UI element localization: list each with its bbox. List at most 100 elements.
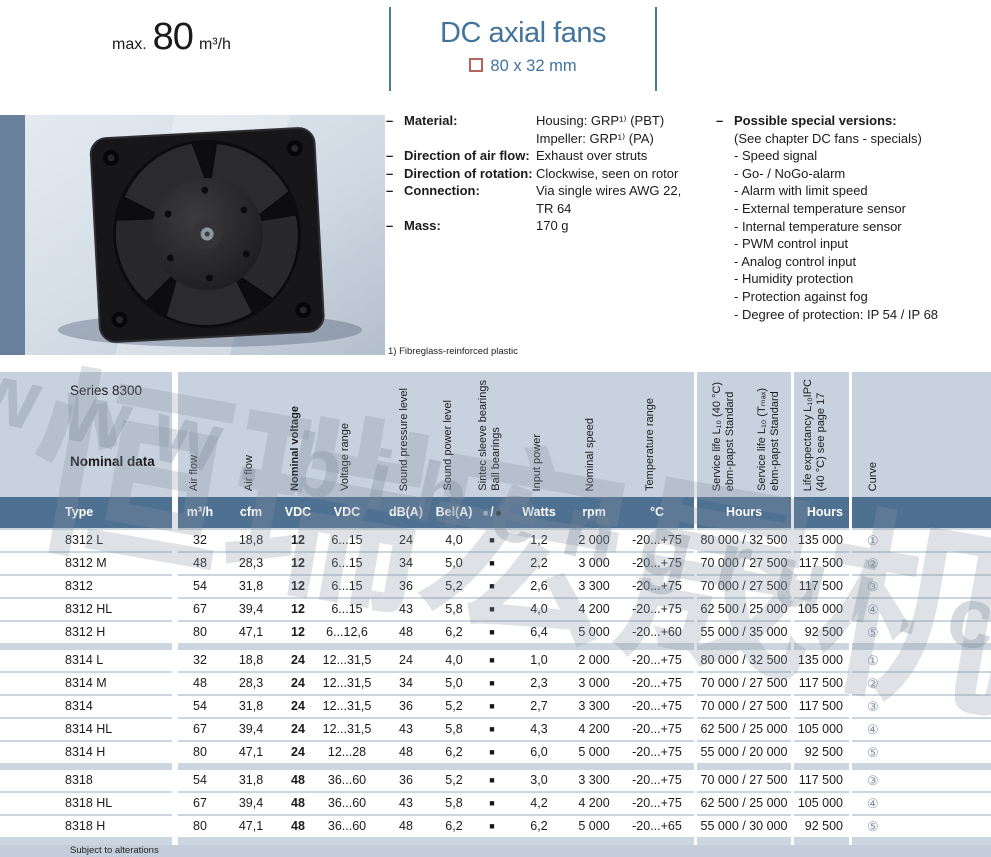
- cell-cfm: 31,8: [238, 579, 264, 593]
- column-header-sound-pressure: Sound pressure level: [398, 387, 410, 491]
- footer-strip: Subject to alterations: [0, 845, 991, 857]
- nominal-data-label: Nominal data: [70, 454, 155, 469]
- cell-vdc: 48: [291, 819, 305, 833]
- special-versions-title: Possible special versions:: [734, 113, 897, 128]
- cell-temp: -20...+65: [632, 819, 682, 833]
- cell-vdc: 48: [291, 773, 305, 787]
- cell-life: 117 500: [798, 579, 843, 593]
- special-version-item: - External temperature sensor: [734, 200, 906, 216]
- spec-value: Housing: GRP¹⁾ (PBT) Impeller: GRP¹⁾ (PA…: [536, 112, 704, 147]
- cell-bearing: ■: [489, 604, 495, 614]
- cell-life: 117 500: [798, 676, 843, 690]
- cell-cfm: 28,3: [238, 676, 264, 690]
- special-version-item: - Degree of protection: IP 54 / IP 68: [734, 306, 939, 322]
- cell-vdc: 12: [291, 625, 305, 639]
- unit-curve: [852, 497, 991, 528]
- dash-bullet: –: [386, 165, 394, 181]
- cell-type: 8314 HL: [65, 722, 113, 736]
- spec-value-line: Housing: GRP¹⁾ (PBT): [536, 113, 665, 128]
- cell-dba: 24: [399, 533, 413, 547]
- dash-bullet: –: [386, 218, 394, 233]
- cell-type: 8318 HL: [65, 796, 113, 810]
- column-header-bearings: Sintec sleeve bearings Ball bearings: [477, 380, 502, 491]
- cell-vdc: 24: [291, 653, 305, 667]
- cell-temp: -20...+75: [632, 745, 682, 759]
- dash-bullet: –: [716, 113, 724, 128]
- cell-dba: 34: [399, 556, 413, 570]
- cell-dba: 24: [399, 653, 413, 667]
- sleeve-bearing-square-icon: ■: [482, 508, 489, 518]
- cell-dba: 36: [399, 579, 413, 593]
- cell-type: 8318: [65, 773, 93, 787]
- cell-service: 55 000 / 30 000: [700, 819, 788, 833]
- cell-dba: 36: [399, 699, 413, 713]
- cell-curve: ②: [867, 556, 879, 571]
- cell-range: 6...15: [331, 602, 363, 616]
- special-version-item: - Analog control input: [734, 253, 857, 269]
- cell-rpm: 2 000: [578, 533, 610, 547]
- cell-rpm: 5 000: [578, 819, 610, 833]
- cell-dba: 36: [399, 773, 413, 787]
- spec-label: Connection:: [404, 183, 480, 198]
- unit-bearing-legend: ■ / ■: [474, 497, 510, 528]
- cell-cfm: 39,4: [238, 722, 264, 736]
- cell-bela: 6,2: [445, 625, 463, 639]
- cell-range: 36...60: [327, 773, 367, 787]
- nominal-data-table: Series 8300 Nominal data Air flow Air fl…: [0, 372, 991, 857]
- title-block: DC axial fans 80 x 32 mm: [389, 7, 657, 91]
- cell-bela: 5,8: [445, 796, 463, 810]
- cell-bela: 5,2: [445, 773, 463, 787]
- cell-vdc: 24: [291, 722, 305, 736]
- cell-range: 12...31,5: [322, 699, 372, 713]
- cell-watts: 6,4: [530, 625, 548, 639]
- cell-rpm: 4 200: [578, 796, 610, 810]
- footnote: 1) Fibreglass-reinforced plastic: [388, 346, 518, 357]
- cell-m3h: 80: [193, 819, 207, 833]
- cell-curve: ③: [867, 579, 879, 594]
- cell-bearing: ■: [489, 581, 495, 591]
- cell-type: 8312 HL: [65, 602, 113, 616]
- cell-bearing: ■: [489, 701, 495, 711]
- fan-product-photo: [25, 115, 385, 355]
- table-row: 8312 M 48 28,3 12 6...15 34 5,0 ■ 2,2 3 000 -20...…: [0, 553, 991, 574]
- column-header-nominal-speed: Nominal speed: [584, 417, 596, 491]
- cell-curve: ④: [867, 722, 879, 737]
- cell-watts: 4,3: [530, 722, 548, 736]
- cell-range: 6...15: [331, 556, 363, 570]
- cell-service: 70 000 / 27 500: [700, 676, 788, 690]
- cell-watts: 2,6: [530, 579, 548, 593]
- cell-curve: ③: [867, 699, 879, 714]
- cell-dba: 43: [399, 722, 413, 736]
- special-version-item: - Speed signal: [734, 148, 818, 164]
- table-row: 8318 54 31,8 48 36...60 36 5,2 ■ 3,0 3 300 -20...+…: [0, 770, 991, 791]
- cell-rpm: 3 300: [578, 579, 610, 593]
- cell-type: 8314 M: [65, 676, 107, 690]
- cell-dba: 48: [399, 745, 413, 759]
- spec-label: Material:: [404, 113, 458, 128]
- spec-material: – Material: Housing: GRP¹⁾ (PBT) Impelle…: [386, 112, 704, 147]
- cell-bearing: ■: [489, 627, 495, 637]
- cell-watts: 3,0: [530, 773, 548, 787]
- dash-bullet: –: [386, 148, 394, 163]
- cell-watts: 1,2: [530, 533, 548, 547]
- cell-rpm: 2 000: [578, 653, 610, 667]
- cell-curve: ③: [867, 773, 879, 788]
- table-row: 8314 54 31,8 24 12...31,5 36 5,2 ■ 2,7 3 300 -20..…: [0, 696, 991, 717]
- cell-dba: 43: [399, 796, 413, 810]
- cell-watts: 1,0: [530, 653, 548, 667]
- cell-service: 55 000 / 35 000: [700, 625, 788, 639]
- table-group: 8318 54 31,8 48 36...60 36 5,2 ■ 3,0 3 300 -20...+…: [0, 770, 991, 837]
- cell-range: 12...31,5: [322, 653, 372, 667]
- cell-cfm: 47,1: [238, 625, 264, 639]
- cell-curve: ⑤: [867, 819, 879, 834]
- column-header-temperature-range: Temperature range: [644, 398, 656, 491]
- unit-hours-life: Hours: [806, 505, 843, 519]
- column-header-curve: Curve: [867, 461, 879, 491]
- cell-dba: 48: [399, 819, 413, 833]
- cell-type: 8314 L: [65, 653, 104, 667]
- cell-life: 92 500: [804, 625, 843, 639]
- cell-watts: 2,2: [530, 556, 548, 570]
- ball-bearing-square-icon: ■: [495, 508, 502, 518]
- spec-list: – Material: Housing: GRP¹⁾ (PBT) Impelle…: [386, 112, 704, 235]
- cell-bearing: ■: [489, 655, 495, 665]
